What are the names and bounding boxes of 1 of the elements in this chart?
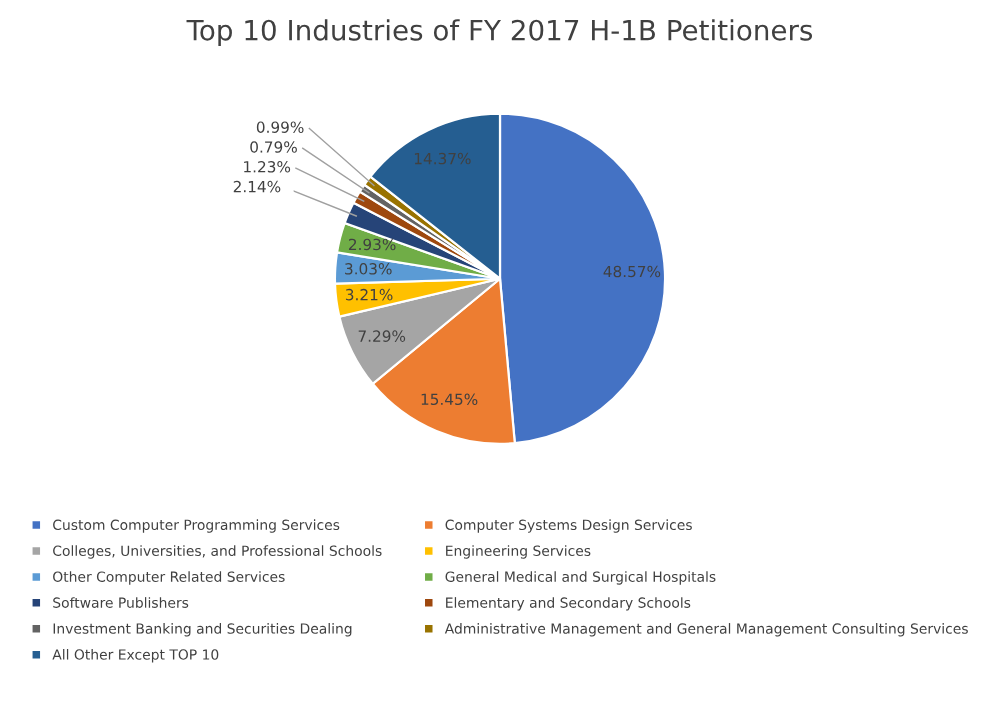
chart-title: Top 10 Industries of FY 2017 H-1B Petitioners	[186, 19, 813, 47]
